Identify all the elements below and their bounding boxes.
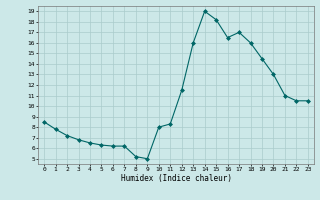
X-axis label: Humidex (Indice chaleur): Humidex (Indice chaleur) — [121, 174, 231, 183]
